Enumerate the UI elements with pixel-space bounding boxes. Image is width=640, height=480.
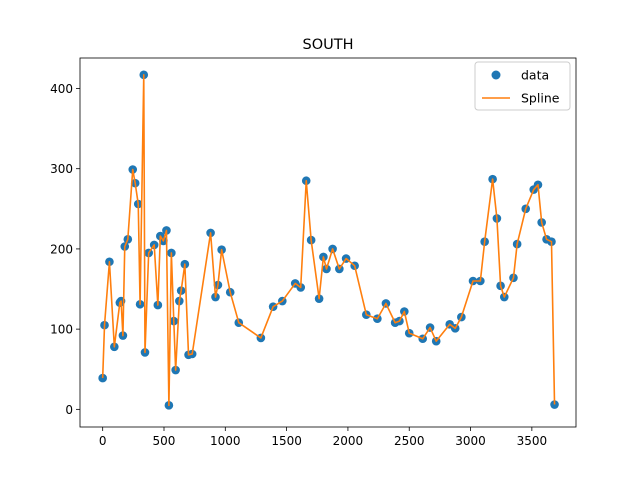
- x-tick-label: 3500: [517, 434, 548, 448]
- y-tick-label: 400: [50, 82, 73, 96]
- legend-marker-data: [491, 70, 501, 80]
- y-tick-label: 0: [65, 403, 73, 417]
- legend: data Spline: [474, 61, 571, 111]
- y-tick-label: 100: [50, 323, 73, 337]
- x-tick-label: 2500: [394, 434, 425, 448]
- spline-line: [101, 74, 556, 407]
- x-tick-label: 3000: [455, 434, 486, 448]
- plot-area: 0 500 1000 1500 2000 2500 3000 3500 0 100 200 300 40…: [50, 57, 577, 448]
- data-point: [98, 373, 107, 383]
- axes-frame: [79, 57, 577, 428]
- legend-label-data: data: [521, 68, 549, 83]
- chart-title: SOUTH: [303, 37, 354, 53]
- y-tick-label: 300: [50, 162, 73, 176]
- x-tick-label: 2000: [333, 434, 364, 448]
- legend-label-spline: Spline: [521, 91, 560, 106]
- y-tick-label: 200: [50, 242, 73, 256]
- x-tick-label: 500: [153, 434, 176, 448]
- x-tick-label: 0: [99, 434, 107, 448]
- data-point: [550, 400, 559, 409]
- x-tick-label: 1000: [210, 434, 241, 448]
- x-tick-label: 1500: [271, 434, 302, 448]
